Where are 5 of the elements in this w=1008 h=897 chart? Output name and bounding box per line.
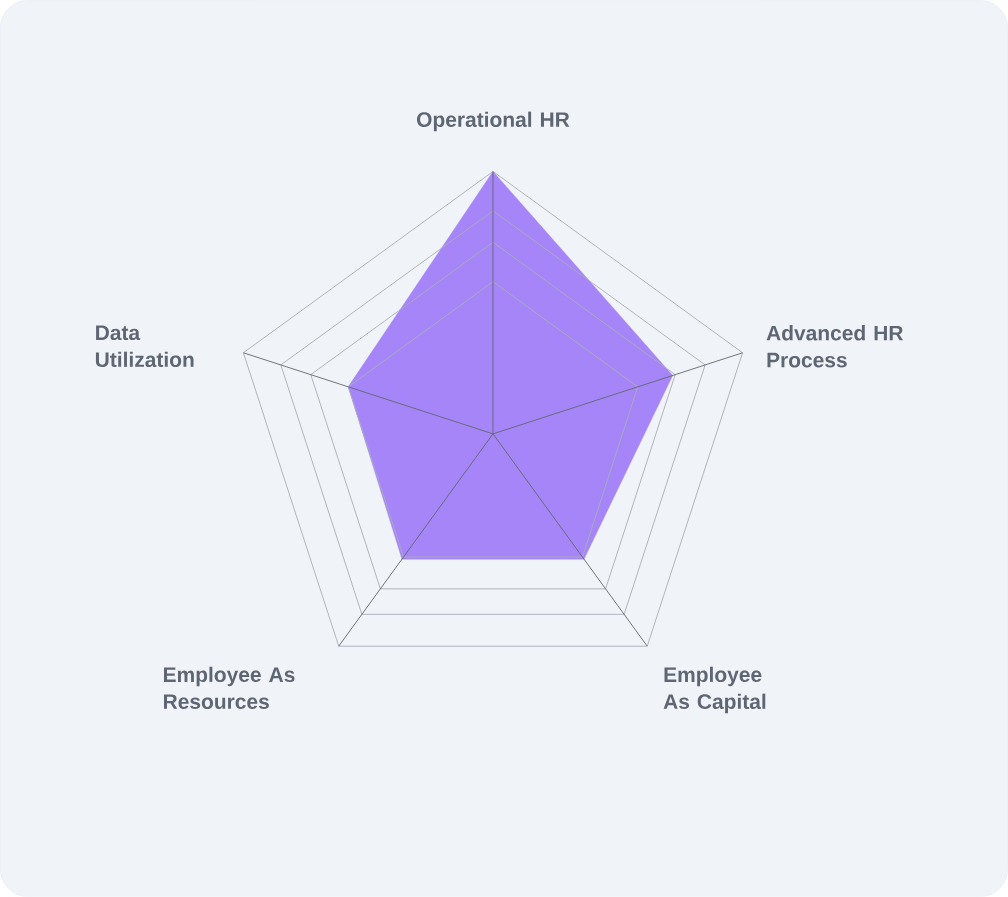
spoke-label: Data Utilization: [95, 325, 194, 368]
spoke-label: Employee As Resources: [164, 666, 295, 710]
spoke-label: Operational HR: [417, 111, 570, 132]
spoke-label: Employee As Capital: [663, 666, 766, 714]
spoke-label: Advanced HR Process: [766, 325, 904, 368]
